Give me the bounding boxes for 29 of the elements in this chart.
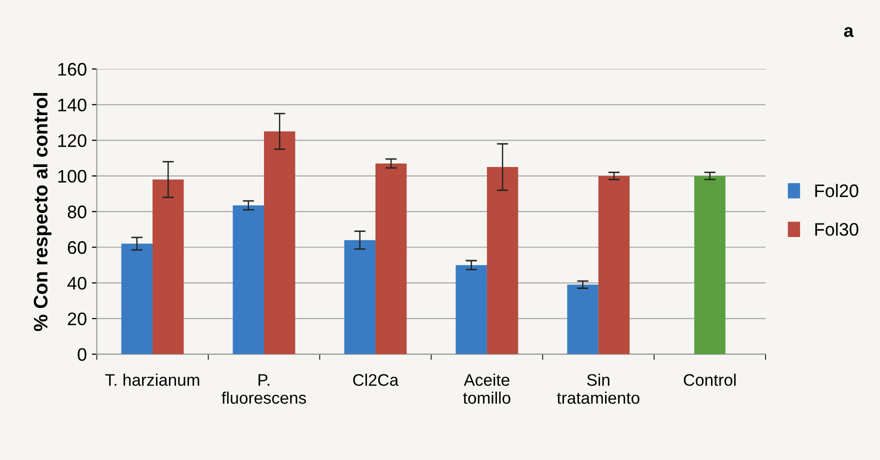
legend-label: Fol30 [815,222,858,236]
bar [375,163,407,354]
x-tick-label: P. fluorescens [222,374,306,404]
y-tick-label: 100 [58,170,86,183]
y-tick-label: 160 [58,62,86,76]
y-axis-title: % Con respecto al control [33,93,52,332]
y-tick-label: 60 [68,241,86,254]
bar [598,176,630,354]
y-tick-label: 0 [78,348,86,361]
bar [567,284,598,354]
y-tick-label: 140 [58,98,86,112]
x-tick-label: Cl2Ca [353,374,399,386]
bar [232,205,264,354]
bar [121,244,153,354]
y-tick-label: 20 [68,312,86,326]
bar [486,167,518,354]
y-tick-label: 80 [68,206,86,218]
text: a [844,27,854,38]
x-tick-label: T. harzianum [105,374,200,386]
bar [456,265,487,354]
legend-label: Fol20 [815,184,858,198]
x-tick-label: Aceite tomillo [463,374,510,404]
bar [152,180,184,354]
x-tick-label: Control [684,374,736,386]
x-tick-label: Sin tratamiento [556,374,640,404]
bar [264,131,296,354]
y-tick-label: 40 [67,276,86,290]
bar [344,240,376,354]
y-tick-label: 120 [58,134,86,148]
